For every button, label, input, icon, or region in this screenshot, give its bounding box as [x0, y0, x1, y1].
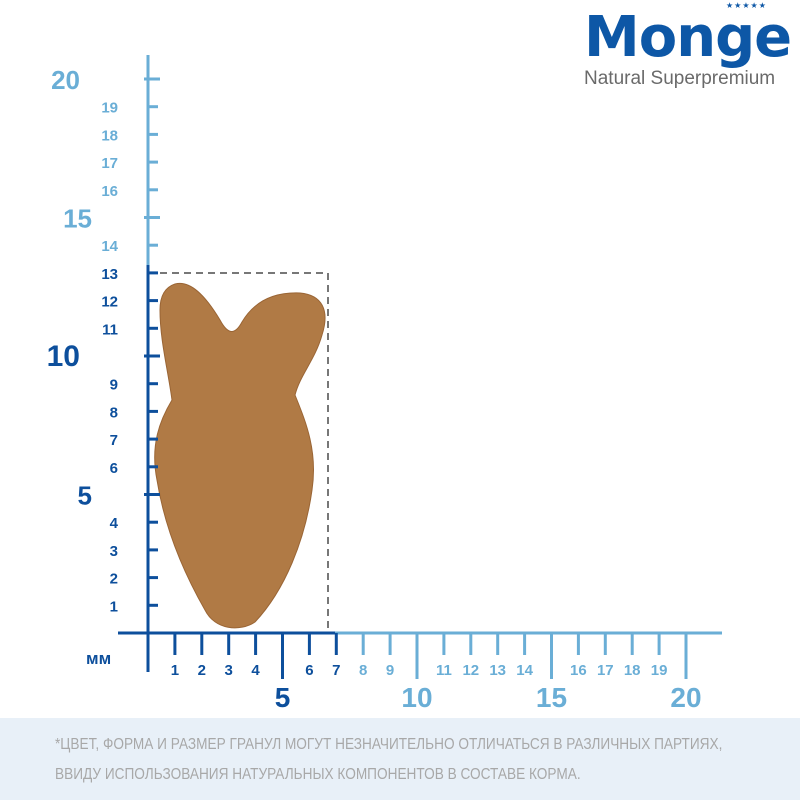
x-tick-label: 4	[251, 662, 260, 679]
stars-icon: ★★★★★	[726, 1, 767, 10]
x-tick-label: 8	[359, 662, 367, 679]
y-major-label: 20	[51, 65, 80, 95]
monge-logo: ★★★★★ Monge Natural Superpremium	[584, 0, 796, 90]
x-tick-label: 9	[386, 662, 394, 679]
unit-label: мм	[86, 649, 111, 668]
x-major-label: 10	[401, 682, 432, 713]
kibble-image	[154, 282, 326, 629]
x-tick-label: 18	[624, 662, 641, 679]
y-major-label: 10	[47, 340, 80, 373]
x-tick-label: 19	[651, 662, 668, 679]
x-major-label: 15	[536, 682, 567, 713]
x-major-label: 5	[275, 682, 291, 713]
x-tick-label: 17	[597, 662, 614, 679]
y-major-label: 15	[63, 204, 92, 234]
x-tick-label: 3	[225, 662, 233, 679]
disclaimer-line-1: *ЦВЕТ, ФОРМА И РАЗМЕР ГРАНУЛ МОГУТ НЕЗНА…	[55, 736, 723, 753]
y-tick-label: 16	[101, 183, 118, 200]
y-tick-label: 3	[110, 543, 118, 560]
y-major-label: 5	[78, 481, 92, 511]
y-tick-label: 14	[101, 238, 118, 255]
x-tick-label: 11	[436, 662, 452, 679]
y-tick-label: 1	[110, 598, 118, 615]
disclaimer-line-2: ВВИДУ ИСПОЛЬЗОВАНИЯ НАТУРАЛЬНЫХ КОМПОНЕН…	[55, 766, 581, 783]
y-tick-label: 13	[101, 266, 118, 283]
x-tick-label: 14	[516, 662, 533, 679]
y-tick-label: 2	[110, 571, 118, 588]
y-tick-label: 7	[110, 432, 118, 449]
y-tick-label: 12	[101, 294, 118, 311]
x-tick-label: 16	[570, 662, 587, 679]
x-major-label: 20	[670, 682, 701, 713]
y-tick-label: 9	[110, 377, 118, 394]
disclaimer-band: *ЦВЕТ, ФОРМА И РАЗМЕР ГРАНУЛ МОГУТ НЕЗНА…	[0, 718, 800, 800]
size-ruler: 1 2 3 4 6 7 8 9 11 12 13 14 16 17 18 195 10 15 20123467891…	[47, 55, 722, 713]
x-tick-label: 13	[489, 662, 506, 679]
y-tick-label: 8	[110, 404, 118, 421]
y-tick-label: 11	[102, 321, 118, 338]
logo-wordmark: Monge	[584, 5, 792, 70]
y-tick-label: 6	[110, 460, 118, 477]
x-tick-label: 12	[462, 662, 479, 679]
x-tick-label: 1	[171, 662, 179, 679]
y-tick-label: 19	[101, 100, 118, 117]
y-tick-label: 4	[110, 515, 119, 532]
y-tick-label: 17	[101, 155, 118, 172]
y-tick-label: 18	[101, 127, 118, 144]
x-tick-label: 2	[198, 662, 206, 679]
x-tick-label: 7	[332, 662, 340, 679]
x-tick-label: 6	[305, 662, 313, 679]
logo-tagline: Natural Superpremium	[584, 68, 776, 89]
